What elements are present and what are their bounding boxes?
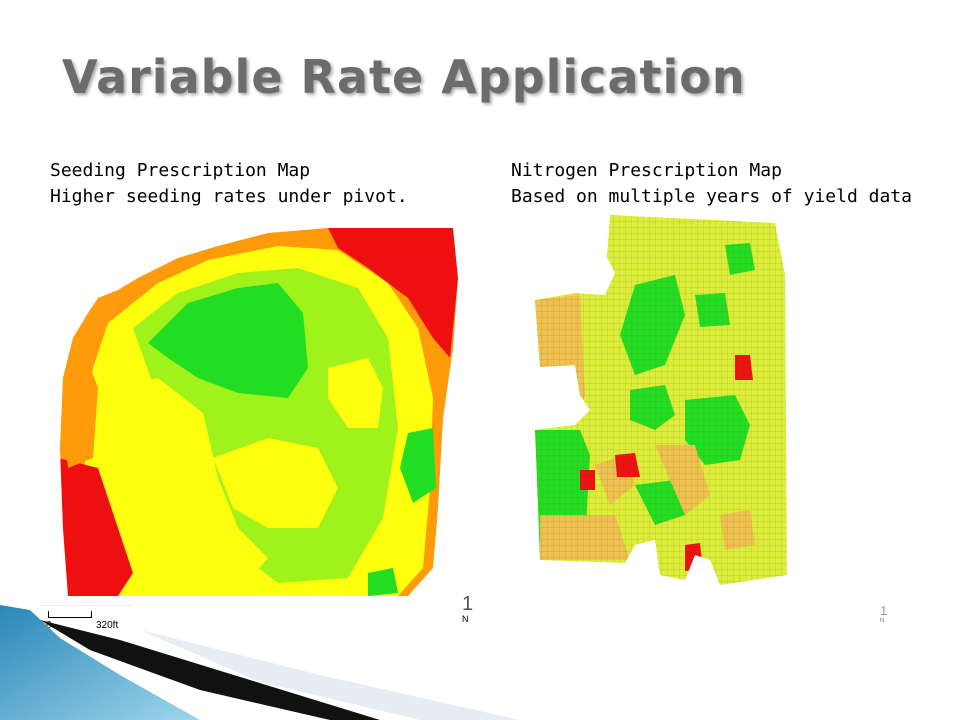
slide-title: Variable Rate Application bbox=[62, 50, 746, 104]
north-right-number: 1 bbox=[880, 603, 888, 618]
north-arrow-icon: 1 N bbox=[462, 594, 473, 624]
scale-start-label: 0 bbox=[46, 620, 52, 631]
scale-end-label: 320ft bbox=[96, 620, 119, 631]
nitrogen-map-description: Based on multiple years of yield data bbox=[511, 186, 912, 207]
nitrogen-map-title: Nitrogen Prescription Map bbox=[511, 160, 782, 181]
north-right-letter: N bbox=[880, 618, 885, 624]
scale-bar-icon bbox=[48, 611, 92, 618]
north-left-number: 1 bbox=[462, 593, 474, 615]
seeding-map-caption: Seeding Prescription Map Higher seeding … bbox=[50, 158, 408, 210]
nitrogen-prescription-map bbox=[535, 215, 787, 585]
north-left-letter: N bbox=[462, 614, 469, 624]
north-arrow-icon: 1 N bbox=[880, 603, 888, 625]
seeding-map-title: Seeding Prescription Map bbox=[50, 160, 311, 181]
seeding-map-description: Higher seeding rates under pivot. bbox=[50, 186, 408, 207]
decorative-swoosh bbox=[0, 605, 520, 720]
nitrogen-map-caption: Nitrogen Prescription Map Based on multi… bbox=[511, 158, 912, 210]
seeding-prescription-map bbox=[60, 228, 458, 596]
